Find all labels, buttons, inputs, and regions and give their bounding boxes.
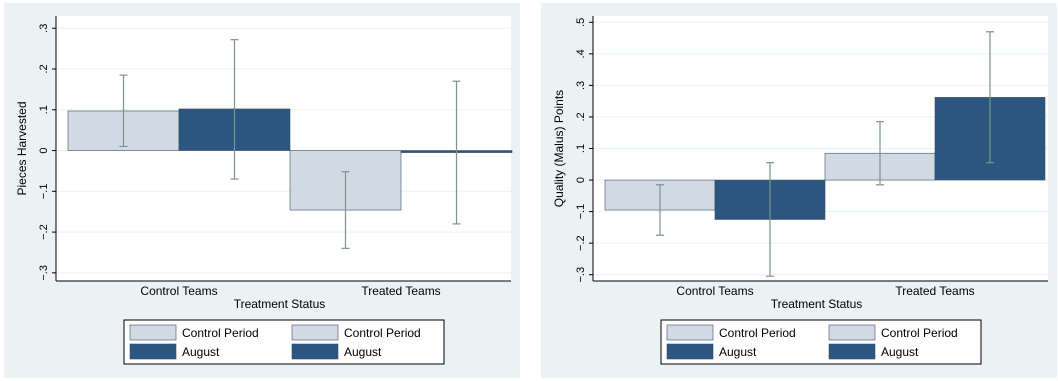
y-tick-label: .3 bbox=[38, 24, 50, 33]
y-tick-label: −.3 bbox=[575, 267, 587, 283]
y-tick-label: −.2 bbox=[38, 224, 50, 240]
x-category-label: Treated Teams bbox=[895, 284, 974, 298]
legend-swatch bbox=[129, 324, 177, 341]
x-category-label: Control Teams bbox=[140, 284, 217, 298]
legend-swatch bbox=[291, 324, 339, 341]
y-axis-title: Pieces Harvested bbox=[15, 101, 29, 195]
right-chart-panel: −.3 −.2 −.1 0 .1 .2 .3 .4 .5 Control Teams Treated… bbox=[541, 3, 1057, 378]
y-tick-label: −.1 bbox=[38, 184, 50, 200]
legend-box bbox=[660, 319, 982, 365]
x-axis-title: Treatment Status bbox=[234, 297, 326, 311]
y-tick-label: −.3 bbox=[38, 265, 50, 281]
y-tick-label: .5 bbox=[575, 18, 587, 27]
legend-label: Control Period bbox=[182, 326, 259, 340]
pieces-harvested-chart: −.3 −.2 −.1 0 .1 .2 .3 Control Teams Treated Tea… bbox=[15, 16, 513, 365]
legend-box bbox=[123, 319, 445, 365]
y-tick-label: −.2 bbox=[575, 235, 587, 251]
y-tick-label: .1 bbox=[38, 105, 50, 114]
x-axis-title: Treatment Status bbox=[771, 297, 863, 311]
y-tick-label: .1 bbox=[575, 144, 587, 153]
x-category-label: Treated Teams bbox=[361, 284, 440, 298]
legend-label: Control Period bbox=[344, 326, 421, 340]
legend-label: Control Period bbox=[881, 326, 958, 340]
y-tick-label: .2 bbox=[38, 64, 50, 73]
y-tick-label: 0 bbox=[575, 177, 587, 183]
x-category-label: Control Teams bbox=[676, 284, 753, 298]
y-tick-label: −.1 bbox=[575, 204, 587, 220]
y-axis-title: Quality (Malus) Points bbox=[552, 90, 566, 207]
legend-label: Control Period bbox=[719, 326, 796, 340]
y-tick-label: .3 bbox=[575, 81, 587, 90]
y-tick-label: .4 bbox=[575, 49, 587, 58]
legend-swatch bbox=[666, 343, 714, 360]
legend-label: August bbox=[881, 345, 919, 359]
legend-swatch bbox=[129, 343, 177, 360]
legend-swatch bbox=[828, 324, 876, 341]
quality-points-chart: −.3 −.2 −.1 0 .1 .2 .3 .4 .5 Control Teams Treated… bbox=[552, 16, 1048, 365]
legend-label: August bbox=[719, 345, 757, 359]
legend-swatch bbox=[666, 324, 714, 341]
legend-label: August bbox=[182, 345, 220, 359]
y-tick-label: 0 bbox=[38, 147, 50, 153]
legend-swatch bbox=[828, 343, 876, 360]
legend-swatch bbox=[291, 343, 339, 360]
left-chart-panel: −.3 −.2 −.1 0 .1 .2 .3 Control Teams Treated Tea… bbox=[4, 3, 520, 378]
legend-label: August bbox=[344, 345, 382, 359]
y-tick-label: .2 bbox=[575, 112, 587, 121]
